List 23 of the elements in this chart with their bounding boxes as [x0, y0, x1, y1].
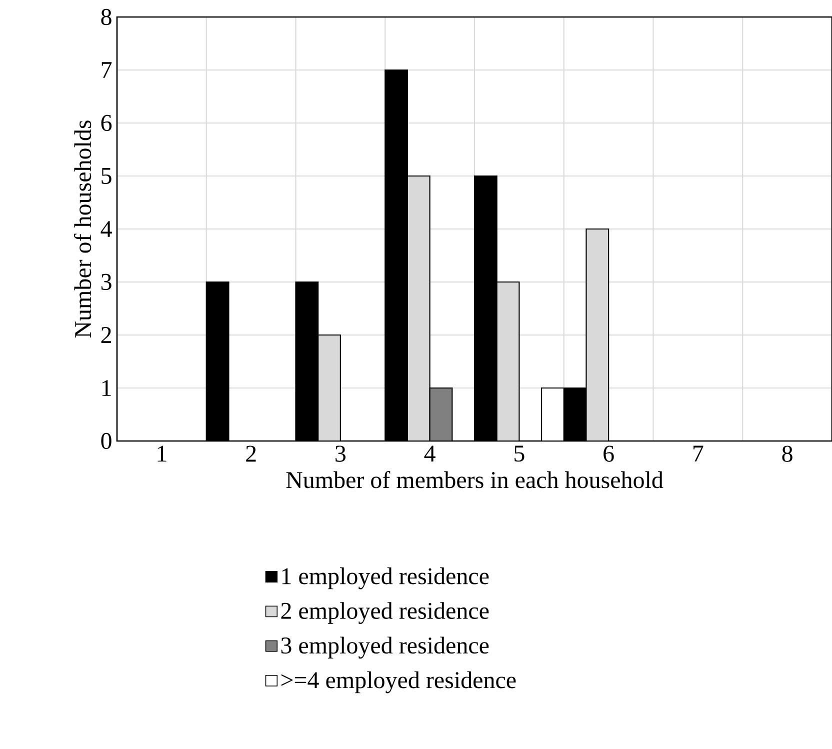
y-tick-label: 2: [101, 327, 111, 343]
y-tick-label: 4: [100, 221, 112, 237]
x-tick-label: 8: [782, 446, 792, 462]
x-tick-label: 4: [424, 446, 436, 462]
y-tick-label: 5: [102, 168, 112, 184]
y-tick-label: 0: [101, 432, 112, 450]
legend-label: 3 employed residence: [281, 636, 489, 659]
x-tick-label: 2: [246, 446, 256, 462]
x-tick-label: 1: [158, 446, 166, 462]
x-axis-title: Number of members in each household: [286, 471, 664, 488]
legend-label: 1 employed residence: [282, 567, 489, 590]
x-tick-label: 6: [604, 446, 614, 462]
y-tick-label: 3: [101, 274, 112, 290]
legend-label: 2 employed residence: [281, 602, 489, 624]
x-tick-label: 5: [514, 446, 524, 462]
y-tick-label: 6: [101, 114, 112, 132]
y-axis-title: Number of households: [74, 120, 92, 338]
x-tick-label: 7: [694, 446, 704, 462]
x-tick-label: 3: [336, 446, 346, 462]
y-tick-label: 1: [102, 380, 111, 396]
y-tick-label: 7: [102, 62, 112, 78]
y-tick-label: 8: [101, 8, 112, 26]
legend-label: >=4 employed residence: [281, 671, 516, 694]
